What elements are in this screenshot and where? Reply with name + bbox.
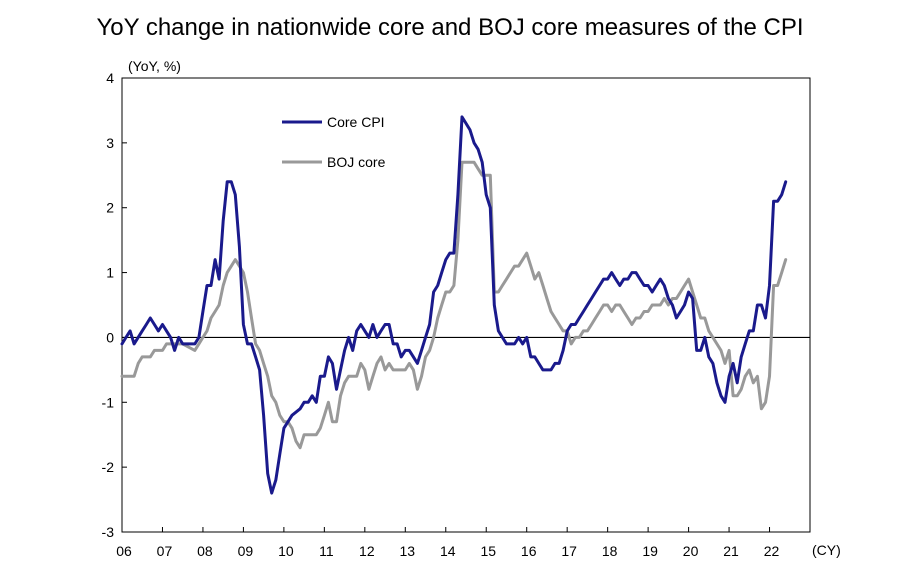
- x-tick-label: 20: [683, 543, 699, 559]
- x-tick-label: 13: [400, 543, 416, 559]
- series-line-core-cpi: [120, 115, 788, 495]
- x-tick-label: 21: [723, 543, 739, 559]
- plot-area-frame: [121, 77, 811, 533]
- y-tick-label: 2: [106, 200, 114, 216]
- x-tick-label: 16: [521, 543, 537, 559]
- y-tick-label: -2: [102, 459, 115, 475]
- y-axis-unit-label: (YoY, %): [128, 58, 181, 74]
- x-tick-label: 06: [116, 543, 132, 559]
- chart-title: YoY change in nationwide core and BOJ co…: [96, 14, 804, 41]
- y-tick-label: 3: [106, 135, 114, 151]
- y-tick-label: 4: [106, 70, 114, 86]
- x-tick-label: 10: [278, 543, 294, 559]
- y-tick-label: 1: [106, 265, 114, 281]
- x-tick-label: 12: [359, 543, 375, 559]
- legend: Core CPI BOJ core: [282, 114, 386, 170]
- x-tick-label: 22: [764, 543, 780, 559]
- y-tick-label: 0: [106, 329, 114, 345]
- legend-label-boj-core: BOJ core: [327, 154, 386, 170]
- x-tick-label: 09: [238, 543, 254, 559]
- series-group: [120, 115, 788, 495]
- x-tick-label: 08: [197, 543, 213, 559]
- x-tick-label: 14: [440, 543, 456, 559]
- y-tick-label: -3: [102, 524, 115, 540]
- x-tick-label: 07: [157, 543, 173, 559]
- x-tick-label: 17: [561, 543, 577, 559]
- x-tick-label: 18: [602, 543, 618, 559]
- x-tick-label: 11: [319, 543, 334, 559]
- y-tick-label: -1: [102, 394, 115, 410]
- x-tick-label: 19: [642, 543, 658, 559]
- x-axis-unit-label: (CY): [812, 542, 841, 558]
- series-line-boj-core: [120, 160, 788, 450]
- legend-label-core-cpi: Core CPI: [327, 114, 385, 130]
- x-tick-label: 15: [480, 543, 496, 559]
